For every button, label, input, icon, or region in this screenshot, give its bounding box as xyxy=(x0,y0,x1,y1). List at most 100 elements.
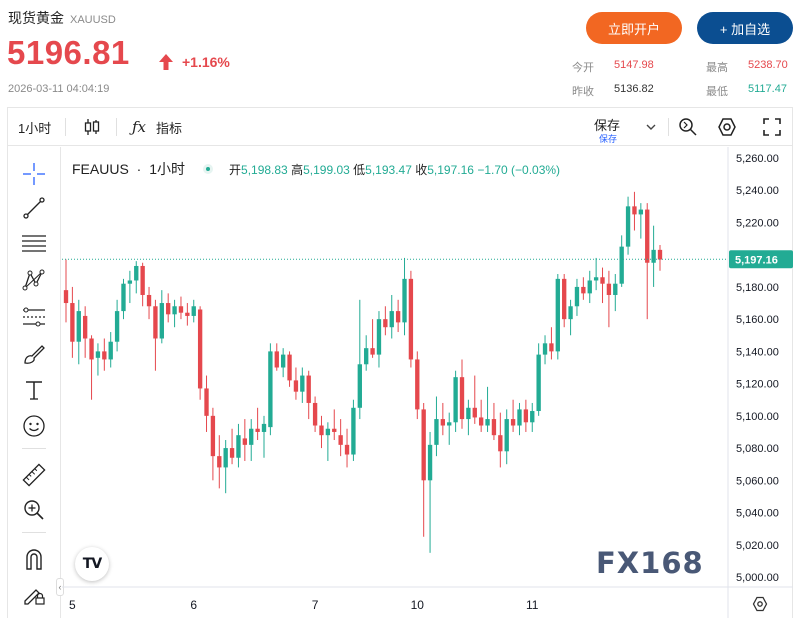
chevron-down-icon[interactable] xyxy=(646,108,656,146)
y-tick-label: 5,080.00 xyxy=(736,443,779,455)
y-tick-label: 5,240.00 xyxy=(736,185,779,197)
stat-high: 最高 5238.70 xyxy=(706,59,788,75)
ohlc-open: 5,198.83 xyxy=(241,163,288,177)
candle-body xyxy=(638,209,644,215)
ohlc-high: 5,199.03 xyxy=(303,163,350,177)
y-tick-label: 5,180.00 xyxy=(736,282,779,294)
candle-body xyxy=(63,290,69,304)
candle-body xyxy=(114,311,120,342)
stat-high-value: 5238.70 xyxy=(748,59,788,71)
settings-hexagon-icon[interactable] xyxy=(717,108,737,146)
candle-body xyxy=(625,206,631,247)
instrument-symbol: XAUUSD xyxy=(70,14,116,26)
chart-legend: FEAUUS · 1小时 xyxy=(72,159,213,179)
ohlc-open-label: 开 xyxy=(229,163,242,177)
candle-body xyxy=(581,286,586,294)
candle-body xyxy=(383,319,388,328)
open-account-button[interactable]: 立即开户 xyxy=(586,12,682,44)
quick-search-icon[interactable] xyxy=(678,108,698,146)
candle-body xyxy=(89,338,94,360)
candle-body xyxy=(389,311,394,328)
candle-body xyxy=(562,278,567,320)
save-sub-label: 保存 xyxy=(599,134,618,144)
candle-body xyxy=(332,428,337,432)
candle-body xyxy=(236,435,241,458)
save-label: 保存 xyxy=(594,118,621,133)
candle-body xyxy=(255,428,260,432)
candle-body xyxy=(600,277,605,284)
y-tick-label: 5,220.00 xyxy=(736,217,779,229)
candlestick-icon[interactable] xyxy=(84,108,100,146)
x-tick-label: 7 xyxy=(312,598,319,612)
candle-body xyxy=(395,311,401,323)
lock-pencil-icon[interactable] xyxy=(8,579,60,609)
candle-body xyxy=(376,319,382,355)
y-tick-label: 5,260.00 xyxy=(736,153,779,165)
text-icon[interactable] xyxy=(8,375,60,405)
fx-icon: ƒx xyxy=(132,118,147,136)
forecast-lines-icon[interactable] xyxy=(8,302,60,332)
trend-line-icon[interactable] xyxy=(8,193,60,223)
candle-body xyxy=(447,422,452,426)
candle-body xyxy=(536,354,541,412)
candle-body xyxy=(249,428,254,445)
x-tick-label: 5 xyxy=(69,598,76,612)
stat-open: 今开 5147.98 xyxy=(572,59,654,75)
candle-body xyxy=(166,303,171,315)
scale-settings-icon[interactable] xyxy=(752,596,768,617)
crosshair-icon[interactable] xyxy=(8,159,60,189)
x-tick-label: 11 xyxy=(526,598,539,612)
candle-body xyxy=(510,419,516,426)
indicators-button[interactable]: ƒx 指标 xyxy=(132,108,182,146)
last-price-label: 5,197.16 xyxy=(735,254,778,266)
candle-body xyxy=(402,278,407,323)
candle-body xyxy=(217,456,222,468)
candle-body xyxy=(344,444,350,455)
add-watchlist-button[interactable]: + 加自选 xyxy=(697,12,793,44)
brush-icon[interactable] xyxy=(8,339,60,369)
candle-body xyxy=(312,402,318,426)
current-price: 5196.81 xyxy=(7,34,130,71)
chart-toolbar: 1小时 ƒx 指标 保存 保存 xyxy=(8,108,792,146)
pattern-icon[interactable] xyxy=(8,265,60,295)
candle-body xyxy=(287,354,292,381)
fullscreen-icon[interactable] xyxy=(763,108,781,146)
candle-body xyxy=(153,306,158,339)
candle-body xyxy=(657,249,663,260)
stat-low-label: 最低 xyxy=(706,86,728,98)
save-button[interactable]: 保存 保存 xyxy=(594,108,620,146)
candle-body xyxy=(274,351,279,368)
stat-open-label: 今开 xyxy=(572,62,594,74)
candle-body xyxy=(197,309,203,389)
emoji-icon[interactable] xyxy=(8,411,60,441)
ruler-icon[interactable] xyxy=(8,460,60,490)
candle-body xyxy=(223,448,228,468)
candle-body xyxy=(159,303,164,339)
candle-body xyxy=(498,435,503,452)
candle-body xyxy=(102,351,107,360)
tradingview-logo[interactable]: TV xyxy=(75,547,109,581)
market-status-dot xyxy=(202,164,213,174)
candle-body xyxy=(504,419,509,452)
candle-body xyxy=(357,364,362,408)
candle-body xyxy=(204,388,209,416)
candle-body xyxy=(645,209,650,263)
ohlc-close-label: 收 xyxy=(415,163,428,177)
last-price-tag xyxy=(729,250,793,269)
interval-selector[interactable]: 1小时 xyxy=(18,120,52,136)
candle-body xyxy=(82,315,88,339)
candle-body xyxy=(325,428,331,436)
magnet-icon[interactable] xyxy=(8,544,60,574)
fib-lines-icon[interactable] xyxy=(8,229,60,259)
candle-body xyxy=(242,438,248,445)
instrument-name: 现货黄金 xyxy=(8,10,64,26)
candle-body xyxy=(261,423,267,432)
ohlc-low: 5,193.47 xyxy=(365,163,412,177)
candle-body xyxy=(485,419,490,426)
zoom-in-icon[interactable] xyxy=(8,495,60,525)
candle-body xyxy=(191,306,196,316)
candle-body xyxy=(178,306,184,313)
y-tick-label: 5,160.00 xyxy=(736,314,779,326)
candle-body xyxy=(364,348,369,365)
